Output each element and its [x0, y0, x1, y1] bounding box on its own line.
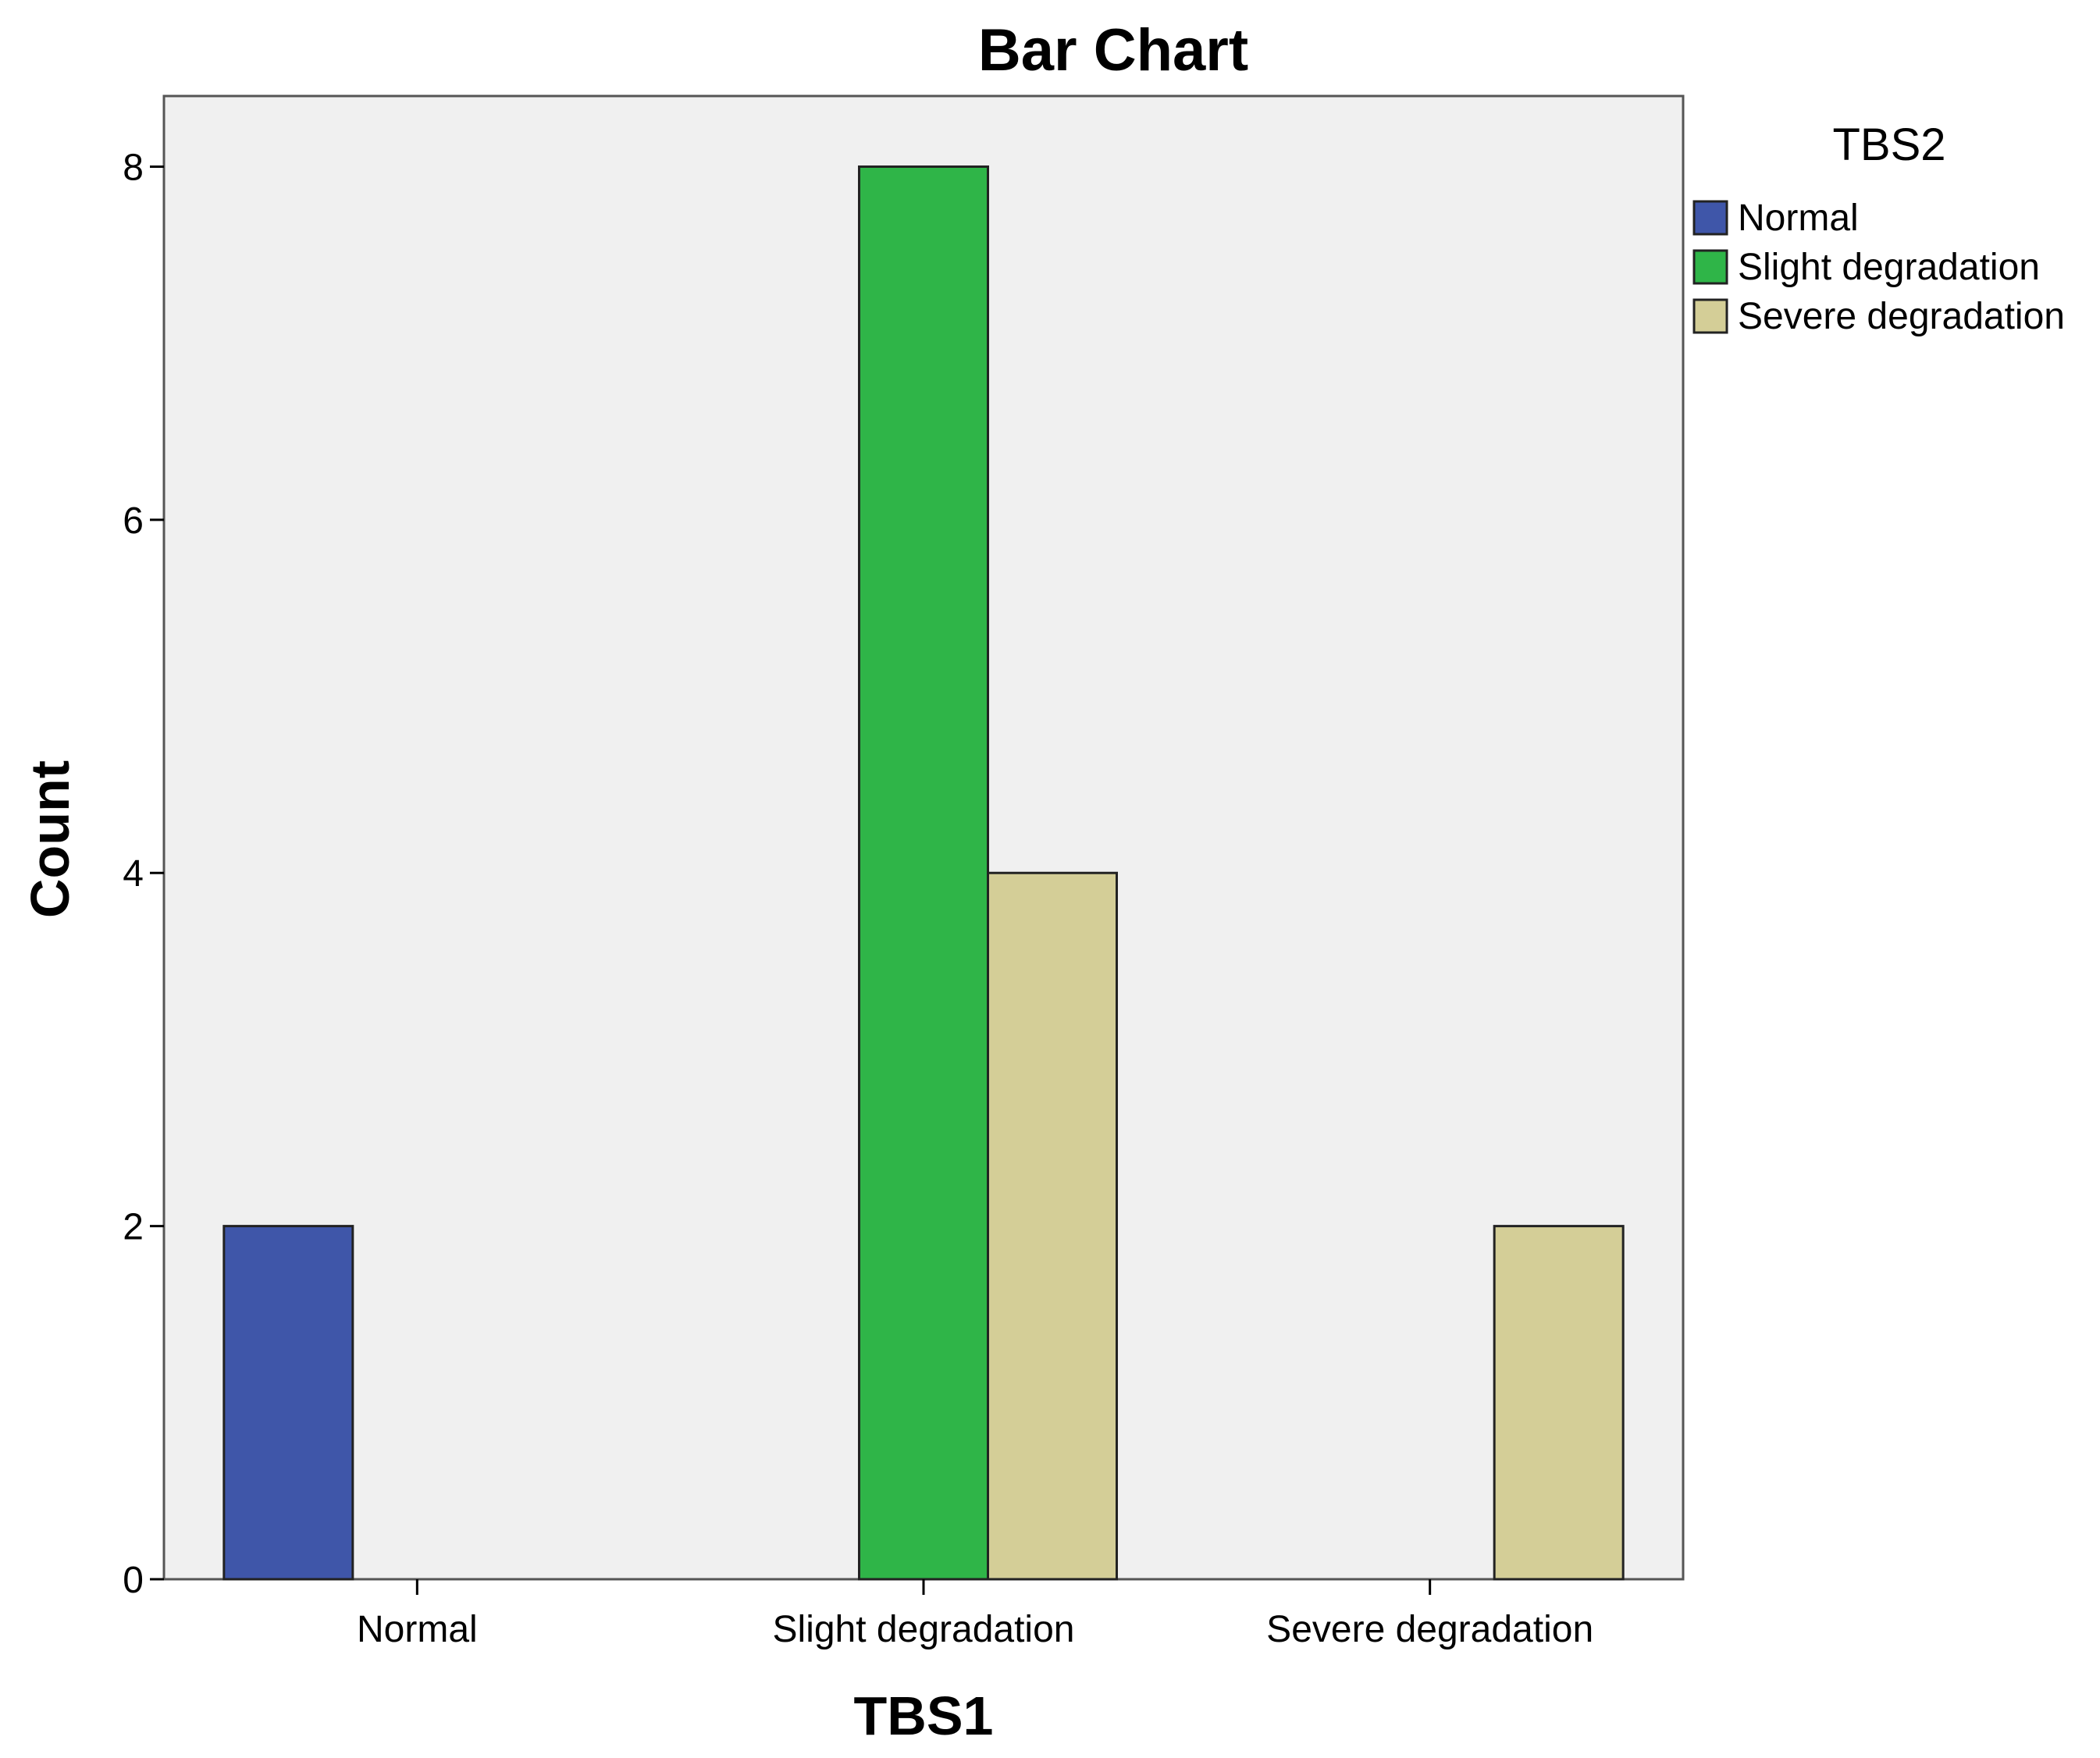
bar-1-1 [858, 165, 989, 1581]
bar-0-0 [222, 1225, 354, 1581]
bars-layer [222, 165, 1625, 1581]
legend: TBS2 Normal Slight degradation Severe degr… [1692, 119, 2065, 337]
legend-title: TBS2 [1832, 119, 1945, 170]
y-axis-title: Count [20, 760, 80, 918]
legend-label-1: Slight degradation [1738, 247, 2040, 288]
y-tick-label-1: 2 [123, 1207, 144, 1248]
bar-2-2 [1493, 1225, 1625, 1581]
y-tick-label-3: 6 [123, 500, 144, 542]
axis-layer: 0 2 4 6 8 Normal Slight degradation Severe degr… [123, 147, 1593, 1650]
y-tick-label-4: 8 [123, 147, 144, 188]
legend-items: Normal Slight degradation Severe degradati… [1692, 198, 2065, 337]
y-tick-label-0: 0 [123, 1560, 144, 1601]
legend-swatch-0 [1692, 200, 1728, 236]
x-tick-label-2: Severe degradation [1266, 1609, 1593, 1650]
x-tick-label-1: Slight degradation [773, 1609, 1075, 1650]
legend-label-0: Normal [1738, 198, 1859, 239]
bar-1-2 [987, 871, 1118, 1581]
legend-swatch-2 [1692, 298, 1728, 334]
x-tick-label-0: Normal [357, 1609, 478, 1650]
y-tick-label-2: 4 [123, 853, 144, 895]
legend-swatch-1 [1692, 249, 1728, 285]
legend-label-2: Severe degradation [1738, 296, 2065, 337]
chart-title: Bar Chart [978, 17, 1248, 84]
x-axis-title: TBS1 [854, 1685, 994, 1746]
